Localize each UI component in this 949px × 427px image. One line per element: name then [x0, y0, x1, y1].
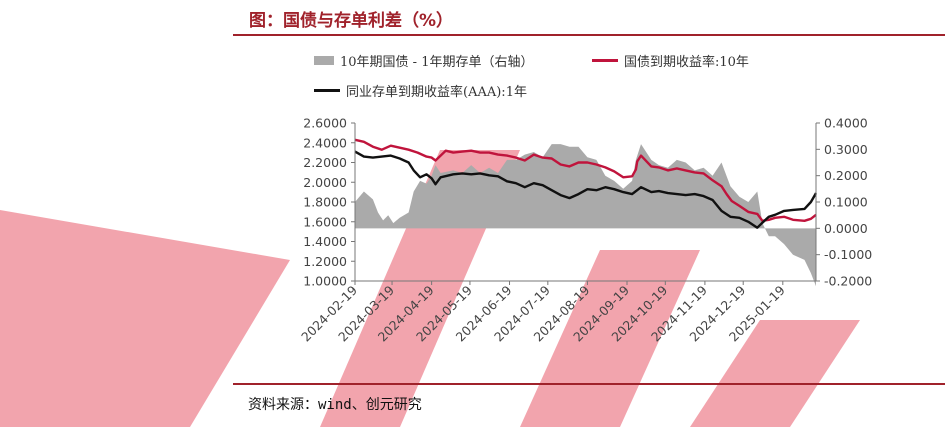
left-tick-label: 2.2000 — [303, 155, 347, 170]
legend-item-spread: 10年期国债 - 1年期存单（右轴） — [314, 51, 533, 70]
legend-swatch-line — [592, 59, 618, 62]
left-tick-label: 1.6000 — [303, 214, 347, 229]
legend-label: 国债到期收益率:10年 — [624, 55, 749, 70]
left-tick-label: 1.0000 — [303, 274, 347, 289]
series-area-spread — [355, 144, 816, 287]
right-tick-label: -0.1000 — [824, 247, 872, 262]
legend-item-ncd: 同业存单到期收益率(AAA):1年 — [314, 81, 527, 100]
watermark-shape — [0, 210, 290, 427]
left-tick-label: 1.8000 — [303, 195, 347, 210]
left-tick-label: 2.6000 — [303, 116, 347, 131]
legend-item-treasury: 国债到期收益率:10年 — [592, 51, 749, 70]
left-tick-label: 2.4000 — [303, 135, 347, 150]
left-tick-label: 1.4000 — [303, 234, 347, 249]
right-tick-label: 0.1000 — [824, 195, 868, 210]
chart-plot: 1.0000 1.2000 1.4000 1.6000 1.8000 2.0000 2.20… — [298, 116, 872, 345]
source-note: 资料来源：wind、创元研究 — [248, 397, 422, 413]
series-line-treasury — [354, 138, 817, 223]
legend-label: 10年期国债 - 1年期存单（右轴） — [340, 55, 534, 70]
right-tick-label: 0.0000 — [824, 221, 868, 236]
left-tick-label: 2.0000 — [303, 175, 347, 190]
footer-divider — [233, 383, 945, 385]
watermark-shape — [520, 250, 700, 427]
legend-label: 同业存单到期收益率(AAA):1年 — [346, 85, 527, 100]
legend-swatch-area — [314, 56, 334, 65]
watermark-shape — [690, 320, 860, 427]
legend-swatch-line — [314, 89, 340, 92]
right-tick-label: 0.3000 — [824, 142, 868, 157]
series-line-ncd — [354, 150, 818, 229]
right-tick-label: 0.4000 — [824, 116, 868, 131]
right-tick-label: 0.2000 — [824, 168, 868, 183]
chart-header: 图：国债与存单利差（%） — [233, 4, 945, 36]
left-tick-label: 1.2000 — [303, 254, 347, 269]
chart-title: 图：国债与存单利差（%） — [249, 11, 454, 31]
right-tick-label: -0.2000 — [824, 274, 872, 289]
